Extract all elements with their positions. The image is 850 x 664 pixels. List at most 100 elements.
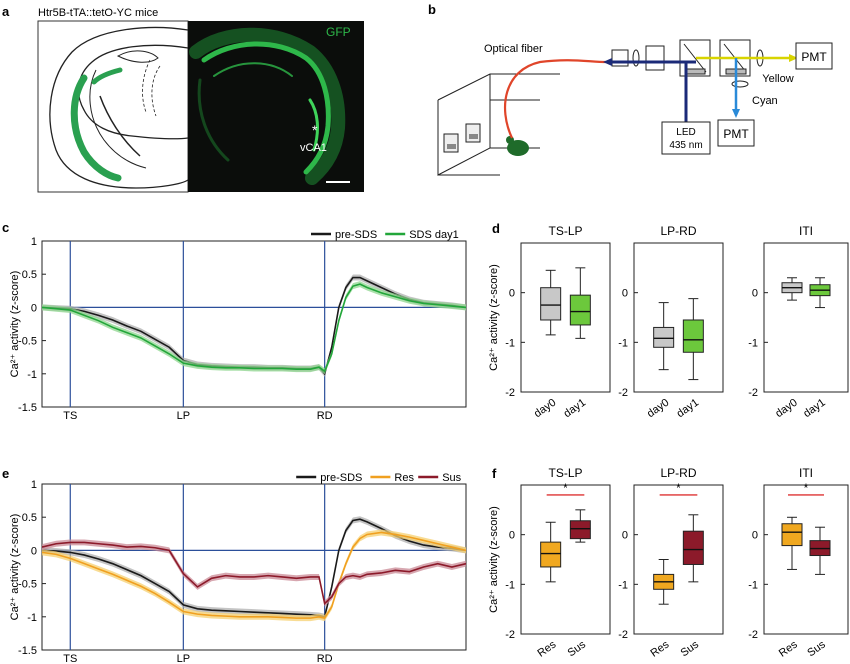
chart-e: TS LP RD -1.5 -1 -0.5 0 0.5 1 Ca²⁺ activity (z-sc… [9, 472, 467, 664]
significance-star: * [676, 481, 681, 495]
y-tick-label: -1 [27, 612, 37, 624]
optical-fiber [504, 59, 607, 139]
y-tick-label: -0.5 [18, 336, 37, 348]
y-tick-label: 0 [31, 545, 37, 557]
schematic-cell-layer-green-top [91, 67, 123, 85]
legend-label: pre-SDS [335, 229, 377, 241]
subplot-frame [763, 242, 849, 393]
y-tick-label: -1 [505, 579, 515, 591]
box-iti-res [781, 523, 803, 547]
category-label: day1 [562, 397, 588, 421]
significance-star: * [563, 481, 568, 495]
led-box [661, 121, 711, 155]
legend-label: Res [394, 472, 414, 484]
box-lp-rd-sus [682, 530, 704, 565]
panel-letter-c: c [2, 220, 9, 235]
y-tick-label: 0 [31, 302, 37, 314]
y-tick-label: 0.5 [22, 269, 37, 281]
y-tick-label: -1 [618, 337, 628, 349]
x-tick-label-rd: RD [317, 410, 333, 422]
box-ts-lp-res [540, 541, 562, 568]
y-tick-label: -2 [618, 387, 628, 399]
y-axis-label: Ca²⁺ activity (z-score) [488, 264, 500, 371]
optical-fiber-label: Optical fiber [484, 43, 543, 55]
category-label: Res [535, 638, 558, 659]
y-tick-label: 1 [31, 479, 37, 491]
box-lp-rd-day1 [682, 319, 704, 353]
subplot-frame [633, 242, 724, 393]
gfp-signal [189, 27, 346, 185]
box-ts-lp-sus [569, 520, 591, 540]
x-tick-label-ts: TS [63, 410, 77, 422]
panel-a-title: Htr5B-tTA::tetO-YC mice [38, 7, 158, 19]
pmt-yellow-box [795, 42, 833, 70]
y-tick-label: 0 [622, 530, 628, 542]
y-tick-label: -1 [27, 369, 37, 381]
pmt-yellow-label: PMT [801, 50, 827, 64]
y-tick-label: -1 [748, 579, 758, 591]
category-label: day1 [675, 397, 701, 421]
injection-site-star: * [312, 122, 318, 138]
y-tick-label: -1 [618, 579, 628, 591]
y-tick-label: 0 [622, 288, 628, 300]
y-axis-label: Ca²⁺ activity (z-score) [9, 271, 21, 378]
brain-schematic-frame [37, 20, 189, 193]
chart-c: TS LP RD -1.5 -1 -0.5 0 0.5 1 Ca²⁺ activity (z-sc… [9, 229, 467, 422]
y-tick-label: -1 [505, 337, 515, 349]
panel-a: Htr5B-tTA::tetO-YC mice GFP * vCA1 [37, 7, 364, 193]
category-label: day0 [645, 397, 671, 421]
x-tick-label-lp: LP [177, 410, 190, 422]
x-tick-label-lp: LP [177, 653, 190, 664]
y-tick-label: 0 [752, 288, 758, 300]
plot-frame [41, 483, 467, 651]
y-tick-label: -2 [618, 629, 628, 641]
y-tick-label: -2 [505, 629, 515, 641]
legend-label: Sus [442, 472, 461, 484]
box-ts-lp-day0 [540, 287, 562, 321]
subplot-title: TS-LP [548, 224, 582, 238]
x-tick-label-ts: TS [63, 653, 77, 664]
y-tick-label: 0 [752, 530, 758, 542]
category-label: Sus [679, 638, 702, 659]
series-line-sds-day1 [41, 283, 467, 373]
subplot-frame [763, 484, 849, 635]
y-axis-label: Ca²⁺ activity (z-score) [488, 506, 500, 613]
led-label-line1: LED [676, 127, 695, 138]
pmt-cyan-label: PMT [723, 127, 749, 141]
subplot-title: ITI [799, 466, 813, 480]
yellow-label: Yellow [762, 73, 793, 85]
plot-frame [41, 240, 467, 408]
legend-label: SDS day1 [409, 229, 459, 241]
y-tick-label: 0.5 [22, 512, 37, 524]
category-label: day1 [801, 397, 827, 421]
category-label: Res [777, 638, 800, 659]
panel-b: Optical fiber [437, 39, 833, 176]
subplot-frame [520, 242, 611, 393]
yellow-arrowhead [789, 54, 798, 62]
series-band-res [42, 529, 466, 622]
subplot-title: LP-RD [660, 224, 696, 238]
pmt-cyan-box [717, 119, 755, 147]
panel-letter-b: b [428, 2, 436, 17]
y-axis-label: Ca²⁺ activity (z-score) [9, 514, 21, 621]
significance-star: * [804, 481, 809, 495]
behavior-box [437, 73, 560, 176]
y-tick-label: 0 [509, 530, 515, 542]
series-line-res [41, 531, 467, 620]
category-label: Sus [805, 638, 828, 659]
excitation-arrowhead [603, 58, 612, 66]
category-label: Res [648, 638, 671, 659]
category-label: day0 [773, 397, 799, 421]
y-tick-label: -0.5 [18, 579, 37, 591]
subplot-frame [520, 484, 611, 635]
category-label: day0 [532, 397, 558, 421]
y-tick-label: -1.5 [18, 402, 37, 414]
vca1-label: vCA1 [300, 142, 327, 154]
panel-letter-e: e [2, 466, 9, 481]
cyan-label: Cyan [752, 95, 778, 107]
subplot-title: LP-RD [660, 466, 696, 480]
box-lp-rd-day0 [653, 326, 675, 348]
